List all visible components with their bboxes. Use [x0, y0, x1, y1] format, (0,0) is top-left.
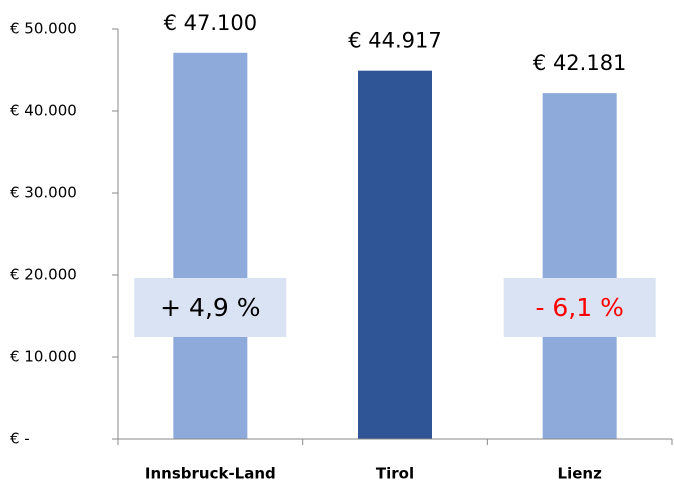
value-label: € 44.917	[348, 29, 442, 53]
annotation: - 6,1 %	[535, 293, 623, 322]
y-tick-label: € -	[10, 430, 30, 448]
x-tick-label: Innsbruck-Land	[145, 465, 276, 482]
y-tick-label: € 50.000	[10, 20, 77, 38]
value-label: € 47.100	[164, 11, 258, 35]
bar	[358, 70, 432, 439]
y-tick-label: € 40.000	[10, 102, 77, 120]
bar	[173, 52, 248, 439]
x-tick-label: Tirol	[376, 465, 414, 482]
y-tick-label: € 10.000	[10, 348, 77, 366]
annotation-box	[134, 278, 287, 337]
annotation: + 4,9 %	[160, 293, 260, 322]
annotation-box	[503, 278, 656, 337]
x-tick-label: Lienz	[558, 465, 603, 482]
value-label: € 42.181	[533, 51, 627, 75]
bar	[542, 93, 617, 440]
y-tick-label: € 20.000	[10, 266, 77, 284]
y-tick-label: € 30.000	[10, 184, 77, 202]
